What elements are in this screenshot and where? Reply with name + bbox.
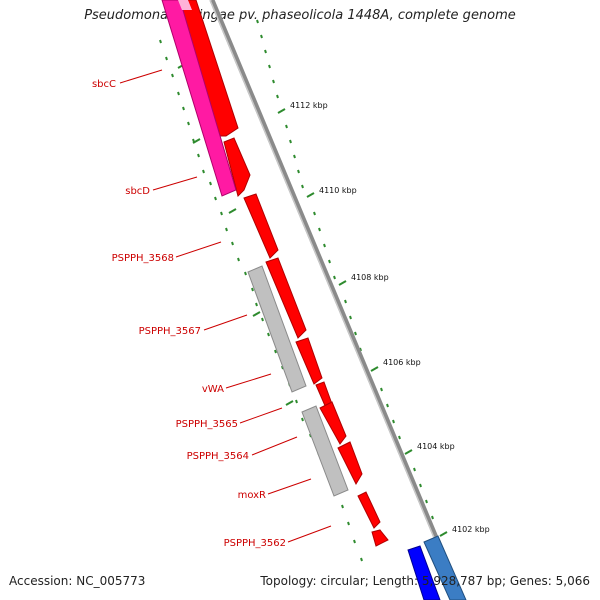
outer-tick-track: [256, 19, 434, 520]
gene-label-pspph3568: PSPPH_3568: [112, 253, 174, 264]
major-ticks: [277, 108, 448, 537]
tick-label: 4102 kbp: [452, 525, 490, 534]
gene-label-pspph3567: PSPPH_3567: [139, 326, 201, 337]
gene-segment: [337, 441, 363, 486]
tick-label: 4104 kbp: [417, 442, 455, 451]
gene-steelblue: [423, 535, 467, 600]
gene-segment: [357, 491, 381, 529]
tick-label: 4108 kbp: [351, 273, 389, 282]
genome-summary-text: Topology: circular; Length: 5,928,787 bp…: [260, 574, 590, 588]
gene-label-moxr: moxR: [238, 490, 266, 501]
gene-segment: [319, 401, 347, 445]
inner-major-ticks: [177, 63, 340, 491]
gene-segment: [371, 529, 389, 547]
gene-segment: [243, 193, 279, 259]
gene-pspph3567-gray: [247, 265, 307, 393]
gene-pspph3564-gray: [301, 405, 349, 497]
gene-blue: [407, 545, 441, 600]
inner-tick-track: [159, 39, 363, 562]
gene-label-pspph3565: PSPPH_3565: [176, 419, 238, 430]
gene-segment: [265, 257, 307, 339]
gene-label-pspph3564: PSPPH_3564: [187, 451, 249, 462]
gene-label-sbcd: sbcD: [125, 186, 150, 197]
gene-segment: [223, 137, 251, 197]
gene-sbcc-magenta: [161, 0, 237, 197]
magenta-genes: [161, 0, 237, 197]
gene-label-sbcc: sbcC: [92, 79, 116, 90]
label-leaders: [119, 69, 332, 543]
gene-labels: sbcC sbcD PSPPH_3568 PSPPH_3567 vWA PSPP…: [92, 79, 286, 549]
tick-labels: 4112 kbp 4110 kbp 4108 kbp 4106 kbp 4104…: [290, 101, 490, 534]
accession-text: Accession: NC_005773: [9, 574, 146, 588]
genome-backbone: [209, 0, 465, 600]
gene-label-vwa: vWA: [202, 384, 224, 395]
reverse-genes: [247, 265, 349, 497]
gene-light-pink: [178, 0, 192, 10]
gene-label-pspph3562: PSPPH_3562: [224, 538, 286, 549]
blue-genes: [407, 535, 467, 600]
tick-label: 4112 kbp: [290, 101, 328, 110]
tick-label: 4110 kbp: [319, 186, 357, 195]
forward-genes: [177, 0, 389, 547]
tick-label: 4106 kbp: [383, 358, 421, 367]
gene-segment: [295, 337, 323, 385]
